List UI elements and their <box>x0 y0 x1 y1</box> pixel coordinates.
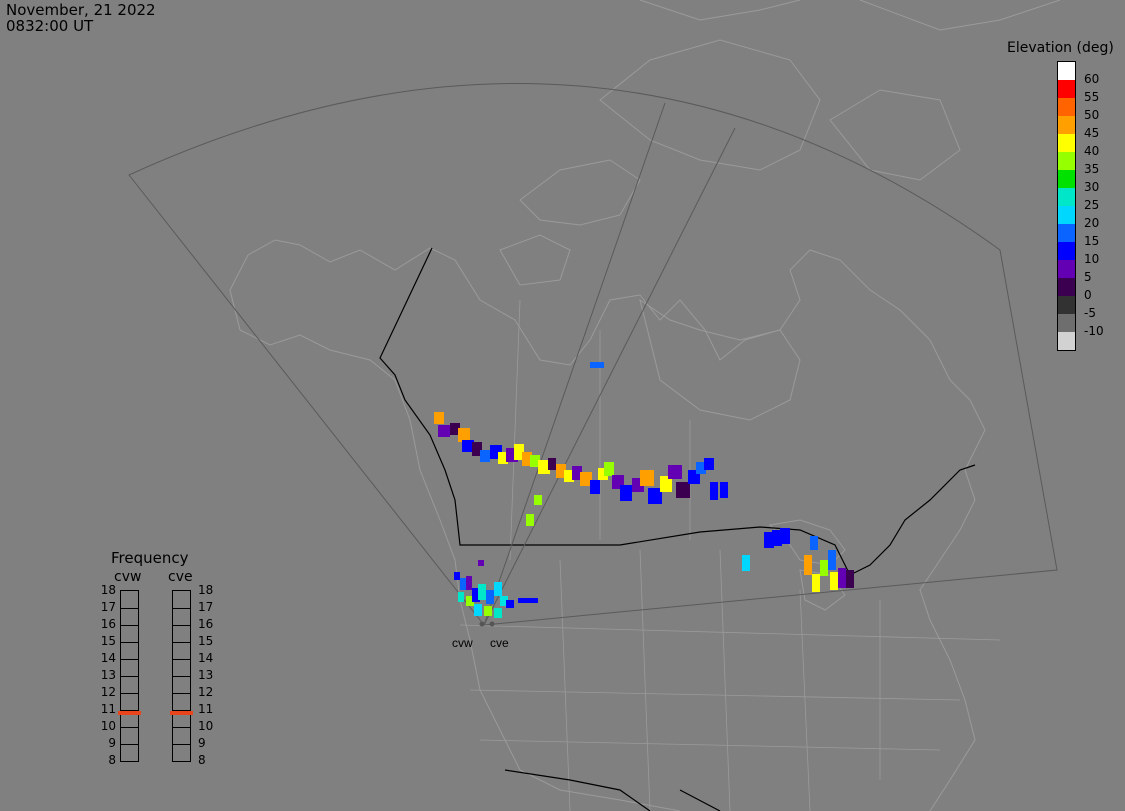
freq-indicator <box>118 711 141 716</box>
frequency-title: Frequency <box>111 549 189 567</box>
legend-color-bar <box>1057 61 1076 351</box>
site-label-cve: cve <box>490 636 509 650</box>
legend-swatch <box>1058 206 1075 224</box>
freq-tick-label: 9 <box>108 736 116 750</box>
radar-field-of-view <box>128 83 1058 626</box>
legend-label: 30 <box>1084 180 1100 194</box>
freq-tick-label: 18 <box>198 583 214 597</box>
freq-tick-label: 16 <box>198 617 214 631</box>
freq-tick-label: 15 <box>198 634 214 648</box>
freq-tick-label: 16 <box>100 617 116 631</box>
freq-tick-label: 13 <box>198 668 214 682</box>
freq-ticks-left: 18 17 16 15 14 13 12 11 10 9 8 <box>80 583 116 767</box>
frequency-panel: Frequency cvw cve 18 17 16 15 14 13 12 11 10 9 8 1… <box>80 548 230 773</box>
site-marker-cve <box>489 621 495 627</box>
freq-gridline <box>121 642 138 643</box>
legend-label: 60 <box>1084 72 1100 86</box>
freq-tick-label: 18 <box>100 583 116 597</box>
freq-radar-label-cve: cve <box>168 569 193 585</box>
freq-tick-label: 8 <box>198 753 206 767</box>
legend-label: 0 <box>1084 288 1092 302</box>
legend-label: 40 <box>1084 144 1100 158</box>
legend-label: 15 <box>1084 234 1100 248</box>
legend-swatch <box>1058 242 1075 260</box>
legend-swatch <box>1058 188 1075 206</box>
freq-gridline <box>121 744 138 745</box>
freq-gridline <box>121 659 138 660</box>
freq-tick-label: 9 <box>198 736 206 750</box>
echo-layer <box>434 362 854 618</box>
legend-label: 5 <box>1084 270 1092 284</box>
time-label: 0832:00 UT <box>6 17 94 35</box>
freq-gridline <box>173 693 190 694</box>
freq-tick-label: 11 <box>198 702 214 716</box>
freq-tick-label: 15 <box>100 634 116 648</box>
legend-label: 25 <box>1084 198 1100 212</box>
freq-gridline <box>121 727 138 728</box>
legend-label: 10 <box>1084 252 1100 266</box>
freq-tick-label: 13 <box>100 668 116 682</box>
freq-gridline <box>173 744 190 745</box>
legend-swatch <box>1058 332 1075 350</box>
freq-ticks-right: 18 17 16 15 14 13 12 11 10 9 8 <box>198 583 228 767</box>
legend-labels: 60 55 50 45 40 35 30 25 20 15 10 5 0 -5 -10 <box>1084 61 1124 349</box>
legend-swatch <box>1058 62 1075 80</box>
date-label: November, 21 2022 <box>6 1 156 19</box>
legend-swatch <box>1058 278 1075 296</box>
legend-swatch <box>1058 134 1075 152</box>
freq-gridline <box>173 676 190 677</box>
freq-tick-label: 17 <box>198 600 214 614</box>
freq-gridline <box>173 659 190 660</box>
freq-gridline <box>121 693 138 694</box>
site-label-cvw: cvw <box>452 636 473 650</box>
freq-indicator <box>170 711 193 716</box>
freq-column-cvw <box>118 590 141 762</box>
freq-gridline <box>173 710 190 711</box>
legend-title: Elevation (deg) <box>1007 40 1114 56</box>
legend-label: 45 <box>1084 126 1100 140</box>
legend-swatch <box>1058 80 1075 98</box>
legend-label: 35 <box>1084 162 1100 176</box>
legend-swatch <box>1058 260 1075 278</box>
legend-swatch <box>1058 224 1075 242</box>
freq-gridline <box>121 676 138 677</box>
freq-tick-label: 8 <box>108 753 116 767</box>
legend-label: 50 <box>1084 108 1100 122</box>
freq-gridline <box>173 625 190 626</box>
legend-swatch <box>1058 296 1075 314</box>
freq-tick-label: 12 <box>100 685 116 699</box>
legend-swatch <box>1058 314 1075 332</box>
freq-tick-label: 12 <box>198 685 214 699</box>
freq-gridline <box>121 608 138 609</box>
legend-label: 55 <box>1084 90 1100 104</box>
legend-label: -5 <box>1084 306 1096 320</box>
freq-gridline <box>173 608 190 609</box>
freq-tick-label: 14 <box>198 651 214 665</box>
freq-tick-label: 14 <box>100 651 116 665</box>
freq-radar-label-cvw: cvw <box>114 569 142 585</box>
legend-swatch <box>1058 152 1075 170</box>
legend-swatch <box>1058 98 1075 116</box>
freq-gridline <box>121 625 138 626</box>
site-marker-cvw <box>479 621 485 627</box>
freq-gridline <box>173 642 190 643</box>
legend-swatch <box>1058 116 1075 134</box>
legend-swatch <box>1058 170 1075 188</box>
elevation-legend: Elevation (deg) 60 55 50 45 40 35 30 25 20 15 10 5 0… <box>1000 40 1125 360</box>
radar-sites: cvw cve <box>452 621 509 650</box>
freq-tick-label: 11 <box>100 702 116 716</box>
admin-boundaries <box>459 299 1001 811</box>
freq-column-cve <box>170 590 193 762</box>
legend-label: 20 <box>1084 216 1100 230</box>
freq-tick-label: 10 <box>100 719 116 733</box>
freq-gridline <box>173 727 190 728</box>
freq-tick-label: 17 <box>100 600 116 614</box>
freq-tick-label: 10 <box>198 719 214 733</box>
national-borders <box>379 247 976 811</box>
legend-label: -10 <box>1084 324 1104 338</box>
freq-gridline <box>121 710 138 711</box>
